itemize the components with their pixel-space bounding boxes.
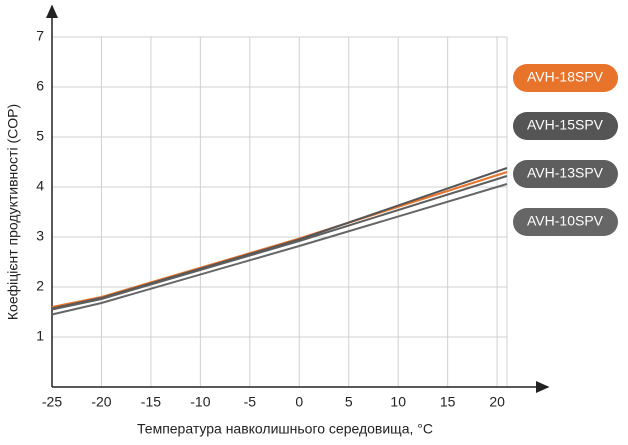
legend-label: AVH-18SPV xyxy=(527,69,604,85)
x-tick-label: -15 xyxy=(141,394,161,410)
legend-item: AVH-13SPV xyxy=(513,160,618,188)
legend-item: AVH-15SPV xyxy=(513,112,618,140)
y-axis-label: Коефіцієнт продуктивності (COP) xyxy=(5,104,21,320)
x-tick-label: 10 xyxy=(390,394,406,410)
x-tick-label: 0 xyxy=(295,394,303,410)
x-tick-label: -5 xyxy=(244,394,257,410)
legend-label: AVH-15SPV xyxy=(527,117,604,133)
legend-pill xyxy=(513,160,618,188)
y-tick-label: 3 xyxy=(36,228,44,244)
legend-pill xyxy=(513,112,618,140)
legend-pill xyxy=(513,64,618,92)
y-tick-label: 5 xyxy=(36,128,44,144)
y-tick-label: 4 xyxy=(36,178,44,194)
legend-label: AVH-13SPV xyxy=(527,165,604,181)
x-tick-label: -20 xyxy=(91,394,111,410)
legend-item: AVH-18SPV xyxy=(513,64,618,92)
legend-pill xyxy=(513,208,618,236)
x-tick-label: -25 xyxy=(42,394,62,410)
y-tick-label: 1 xyxy=(36,328,44,344)
legend-item: AVH-10SPV xyxy=(513,208,618,236)
y-tick-label: 2 xyxy=(36,278,44,294)
x-tick-label: 15 xyxy=(440,394,456,410)
series-line xyxy=(51,183,508,316)
x-axis-label: Температура навколишнього середовища, °C xyxy=(137,421,433,437)
series-line xyxy=(51,175,508,311)
y-tick-label: 6 xyxy=(36,78,44,94)
x-tick-label: -10 xyxy=(190,394,210,410)
legend-label: AVH-10SPV xyxy=(527,213,604,229)
x-tick-label: 20 xyxy=(489,394,505,410)
x-tick-label: 5 xyxy=(345,394,353,410)
y-tick-label: 7 xyxy=(36,28,44,44)
